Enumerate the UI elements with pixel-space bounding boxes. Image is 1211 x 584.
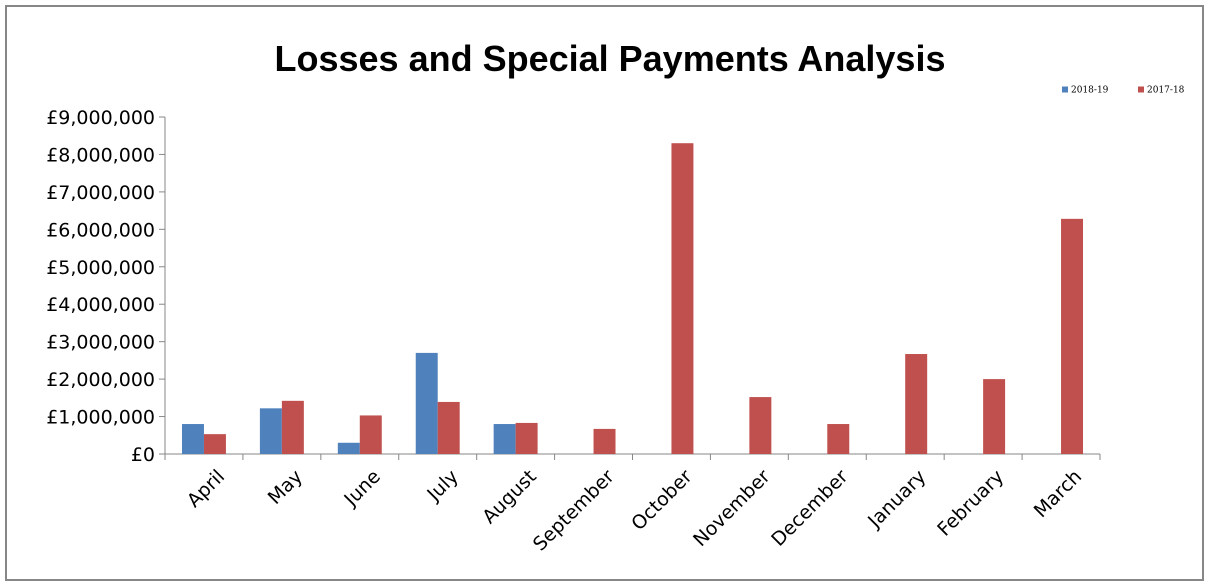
x-tick-label: April [183, 466, 229, 512]
x-tick-label: July [422, 466, 462, 506]
bar-2017-18-may [281, 400, 304, 454]
y-tick-label: £9,000,000 [46, 107, 155, 129]
x-tick-label: September [529, 465, 619, 555]
legend-label: 2018-19 [1071, 86, 1109, 96]
legend: 2018-19 2017-18 [1062, 86, 1185, 96]
bar-2017-18-august [515, 422, 538, 454]
bar-2018-19-may [259, 408, 282, 454]
chart-frame [5, 5, 1204, 581]
bar-2018-19-april [181, 424, 204, 454]
y-tick-label: £2,000,000 [46, 369, 155, 391]
y-tick-label: £0 [131, 444, 155, 466]
bar-2017-18-november [749, 397, 772, 454]
y-tick-label: £4,000,000 [46, 294, 155, 316]
bar-2018-19-june [337, 442, 360, 454]
x-tick-label: May [264, 466, 307, 509]
bar-2017-18-march [1061, 218, 1084, 454]
y-tick-label: £5,000,000 [46, 257, 155, 279]
x-tick-label: June [339, 466, 385, 512]
x-tick-label: November [689, 465, 775, 551]
bar-2018-19-august [493, 424, 516, 454]
x-tick-label: February [933, 466, 1008, 541]
y-axis: £0 £1,000,000 £2,000,000 £3,000,000 £4,000,0… [46, 107, 166, 466]
x-tick-label: October [627, 465, 696, 534]
bar-2017-18-december [827, 424, 850, 454]
y-tick-label: £3,000,000 [46, 332, 155, 354]
legend-label: 2017-18 [1147, 86, 1185, 96]
y-tick-label: £8,000,000 [46, 144, 155, 166]
bars [181, 143, 1084, 454]
y-tick-label: £1,000,000 [46, 407, 155, 429]
y-tick-label: £6,000,000 [46, 219, 155, 241]
y-tick-label: £7,000,000 [46, 182, 155, 204]
bar-2017-18-october [671, 143, 694, 454]
legend-swatch [1062, 86, 1068, 93]
bar-2017-18-september [593, 428, 616, 454]
bar-2017-18-july [437, 401, 460, 454]
x-tick-label: March [1030, 466, 1087, 523]
x-tick-label: August [478, 466, 541, 529]
bar-2017-18-february [983, 379, 1006, 454]
bar-2017-18-april [203, 434, 226, 454]
legend-swatch [1138, 86, 1144, 93]
chart-title: Losses and Special Payments Analysis [275, 38, 946, 79]
x-tick-label: January [863, 466, 930, 533]
bar-2017-18-january [905, 354, 928, 454]
x-tick-label: December [767, 465, 852, 550]
bar-2017-18-june [359, 415, 382, 454]
bar-2018-19-july [415, 352, 438, 454]
